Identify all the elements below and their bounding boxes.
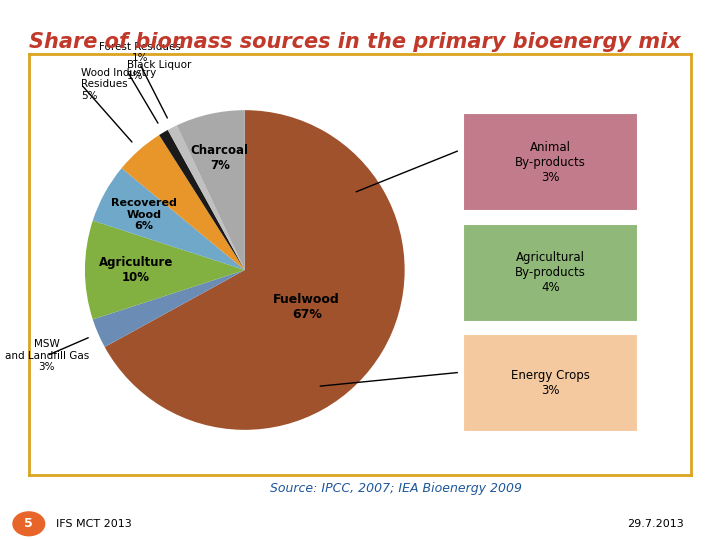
Wedge shape (93, 270, 245, 347)
Wedge shape (104, 110, 405, 430)
Text: Charcoal
7%: Charcoal 7% (191, 144, 248, 172)
Text: Source: IPCC, 2007; IEA Bioenergy 2009: Source: IPCC, 2007; IEA Bioenergy 2009 (270, 482, 522, 495)
Wedge shape (176, 110, 245, 270)
FancyBboxPatch shape (464, 334, 638, 433)
Wedge shape (122, 135, 245, 270)
Wedge shape (159, 130, 245, 270)
FancyBboxPatch shape (464, 113, 638, 211)
Text: Fuelwood
67%: Fuelwood 67% (274, 293, 340, 321)
Text: IFS MCT 2013: IFS MCT 2013 (55, 519, 132, 529)
Wedge shape (93, 168, 245, 270)
Text: Recovered
Wood
6%: Recovered Wood 6% (111, 198, 177, 231)
Text: Share of biomass sources in the primary bioenergy mix: Share of biomass sources in the primary … (29, 32, 680, 52)
Text: Agricultural
By-products
4%: Agricultural By-products 4% (516, 251, 586, 294)
Text: 5: 5 (24, 517, 33, 530)
FancyBboxPatch shape (464, 224, 638, 322)
Text: Wood Industry
Residues
5%: Wood Industry Residues 5% (81, 68, 156, 101)
Wedge shape (85, 221, 245, 319)
Text: Forest Residues
1%: Forest Residues 1% (99, 42, 181, 64)
Wedge shape (168, 125, 245, 270)
Text: Black Liquor
1%: Black Liquor 1% (127, 60, 192, 82)
Text: Energy Crops
3%: Energy Crops 3% (511, 369, 590, 397)
Text: Animal
By-products
3%: Animal By-products 3% (516, 140, 586, 184)
Text: Agriculture
10%: Agriculture 10% (99, 256, 174, 284)
Text: 29.7.2013: 29.7.2013 (627, 519, 684, 529)
Text: MSW
and Landfill Gas
3%: MSW and Landfill Gas 3% (4, 339, 89, 372)
